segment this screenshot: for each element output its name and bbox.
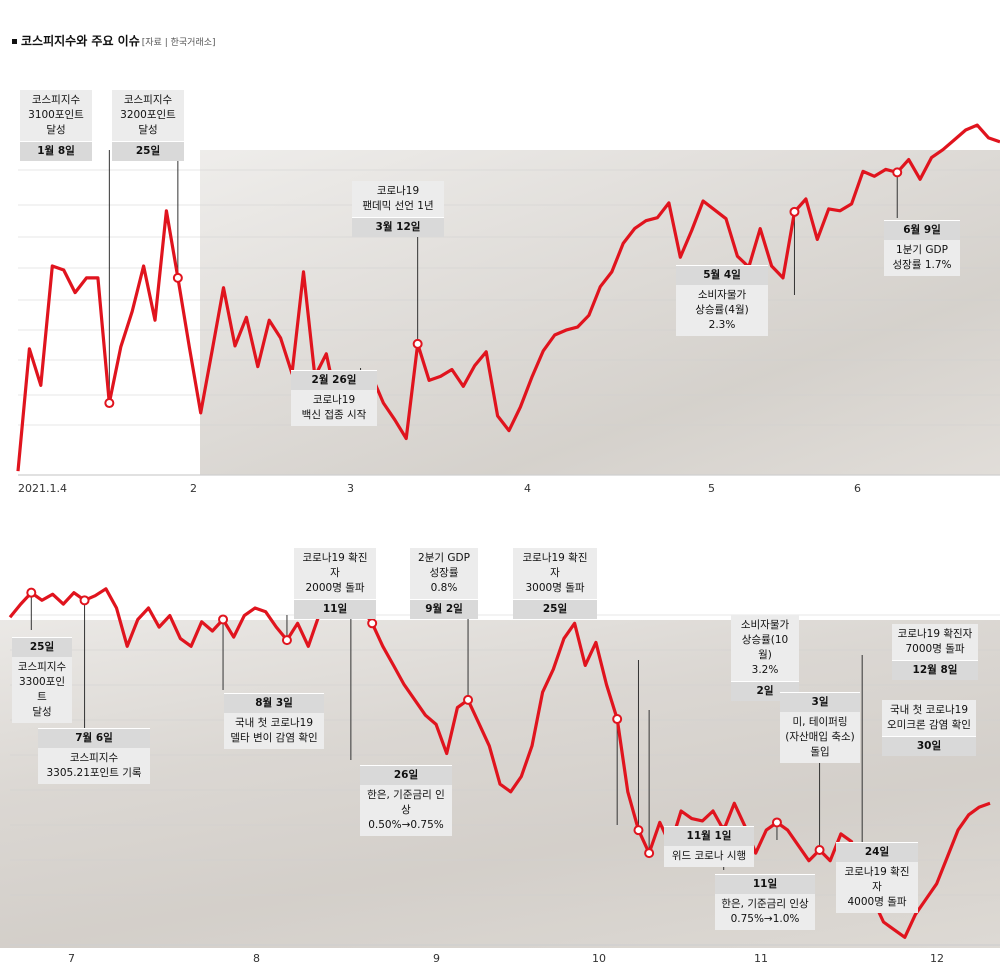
event-marker — [892, 167, 903, 178]
x-tick-label: 4 — [524, 482, 531, 495]
x-tick-label: 3 — [347, 482, 354, 495]
event-marker — [79, 595, 90, 606]
kospi-series-line — [16, 123, 1000, 472]
x-tick-label: 7 — [68, 952, 75, 965]
annotation-label: 2분기 GDP 성장률 0.8% — [410, 548, 478, 599]
event-marker — [172, 272, 183, 283]
annotation-date: 24일 — [836, 842, 918, 862]
annotation-date: 11일 — [294, 599, 376, 619]
x-tick-label: 2021.1.4 — [18, 482, 67, 495]
event-marker — [104, 398, 115, 409]
annotation-vaccine-start: 2월 26일 코로나19 백신 접종 시작 — [291, 370, 377, 426]
annotation-kospi-3300: 25일 코스피지수 3300포인트 달성 — [12, 637, 72, 723]
annotation-label: 코스피지수 3300포인트 달성 — [12, 657, 72, 723]
x-tick-label: 8 — [253, 952, 260, 965]
annotation-cpi-october: 소비자물가 상승률(10월) 3.2% 2일 — [731, 615, 799, 701]
annotation-rate-hike-nov: 11일 한은, 기준금리 인상 0.75%→1.0% — [715, 874, 815, 930]
annotation-label: 소비자물가 상승률(10월) 3.2% — [731, 615, 799, 681]
title-bullet-icon — [12, 39, 17, 44]
event-marker — [771, 817, 782, 828]
annotation-date: 25일 — [12, 637, 72, 657]
annotation-date: 6월 9일 — [884, 220, 960, 240]
annotation-kospi-3100: 코스피지수 3100포인트 달성 1월 8일 — [20, 90, 92, 161]
event-marker — [463, 694, 474, 705]
event-marker — [26, 587, 37, 598]
x-tick-label: 2 — [190, 482, 197, 495]
kospi-series-line — [8, 587, 991, 939]
event-marker — [814, 845, 825, 856]
annotation-cases-2000: 코로나19 확진자 2000명 돌파 11일 — [294, 548, 376, 619]
annotation-label: 한은, 기준금리 인상 0.50%→0.75% — [360, 785, 452, 836]
annotation-with-corona: 11월 1일 위드 코로나 시행 — [664, 826, 754, 867]
annotation-label: 코로나19 백신 접종 시작 — [291, 390, 377, 426]
event-marker — [789, 206, 800, 217]
event-marker — [633, 825, 644, 836]
title-text: 코스피지수와 주요 이슈 — [21, 34, 140, 48]
annotation-date: 3월 12일 — [352, 217, 444, 237]
annotation-delta-variant: 8월 3일 국내 첫 코로나19 델타 변이 감염 확인 — [224, 693, 324, 749]
event-marker — [412, 338, 423, 349]
x-tick-label: 9 — [433, 952, 440, 965]
annotation-date: 3일 — [780, 692, 860, 712]
annotation-date: 9월 2일 — [410, 599, 478, 619]
annotation-label: 코로나19 확진자 7000명 돌파 — [892, 624, 978, 660]
event-marker — [612, 714, 623, 725]
annotation-date: 26일 — [360, 765, 452, 785]
x-tick-label: 10 — [592, 952, 606, 965]
annotation-kospi-3200: 코스피지수 3200포인트 달성 25일 — [112, 90, 184, 161]
annotation-cases-7000: 코로나19 확진자 7000명 돌파 12월 8일 — [892, 624, 978, 680]
annotation-label: 국내 첫 코로나19 오미크론 감염 확인 — [882, 700, 976, 736]
event-marker — [218, 614, 229, 625]
annotation-date: 25일 — [112, 141, 184, 161]
annotation-date: 7월 6일 — [38, 728, 150, 748]
annotation-label: 코스피지수 3100포인트 달성 — [20, 90, 92, 141]
event-marker — [644, 848, 655, 859]
annotation-date: 12월 8일 — [892, 660, 978, 680]
annotation-gdp-q2: 2분기 GDP 성장률 0.8% 9월 2일 — [410, 548, 478, 619]
line-chart-h1 — [16, 123, 1000, 476]
annotation-date: 11일 — [715, 874, 815, 894]
annotation-gdp-q1: 6월 9일 1분기 GDP 성장률 1.7% — [884, 220, 960, 276]
annotation-date: 25일 — [513, 599, 597, 619]
x-tick-label: 12 — [930, 952, 944, 965]
event-marker — [281, 635, 292, 646]
annotation-date: 1월 8일 — [20, 141, 92, 161]
chart-title: 코스피지수와 주요 이슈 [자료 | 한국거래소] — [12, 32, 216, 49]
annotation-date: 5월 4일 — [676, 265, 768, 285]
annotation-date: 2월 26일 — [291, 370, 377, 390]
annotation-label: 코스피지수 3305.21포인트 기록 — [38, 748, 150, 784]
x-tick-label: 11 — [754, 952, 768, 965]
annotation-label: 한은, 기준금리 인상 0.75%→1.0% — [715, 894, 815, 930]
annotation-label: 코로나19 확진자 4000명 돌파 — [836, 862, 918, 913]
annotation-label: 1분기 GDP 성장률 1.7% — [884, 240, 960, 276]
annotation-tapering: 3일 미, 테이퍼링 (자산매입 축소) 돌입 — [780, 692, 860, 763]
event-marker — [367, 618, 378, 629]
annotation-label: 국내 첫 코로나19 델타 변이 감염 확인 — [224, 713, 324, 749]
annotation-pandemic-1y: 코로나19 팬데믹 선언 1년 3월 12일 — [352, 181, 444, 237]
source-note: [자료 | 한국거래소] — [141, 38, 216, 48]
annotation-label: 코로나19 확진자 3000명 돌파 — [513, 548, 597, 599]
annotation-omicron: 국내 첫 코로나19 오미크론 감염 확인 30일 — [882, 700, 976, 756]
annotation-cpi-april: 5월 4일 소비자물가 상승률(4월) 2.3% — [676, 265, 768, 336]
annotation-date: 11월 1일 — [664, 826, 754, 846]
x-tick-label: 6 — [854, 482, 861, 495]
annotation-label: 소비자물가 상승률(4월) 2.3% — [676, 285, 768, 336]
annotation-label: 미, 테이퍼링 (자산매입 축소) 돌입 — [780, 712, 860, 763]
annotation-label: 코스피지수 3200포인트 달성 — [112, 90, 184, 141]
annotation-cases-3000: 코로나19 확진자 3000명 돌파 25일 — [513, 548, 597, 619]
annotation-kospi-record: 7월 6일 코스피지수 3305.21포인트 기록 — [38, 728, 150, 784]
annotation-date: 8월 3일 — [224, 693, 324, 713]
annotation-date: 30일 — [882, 736, 976, 756]
annotation-label: 위드 코로나 시행 — [664, 846, 754, 867]
annotation-label: 코로나19 확진자 2000명 돌파 — [294, 548, 376, 599]
annotation-label: 코로나19 팬데믹 선언 1년 — [352, 181, 444, 217]
annotation-cases-4000: 24일 코로나19 확진자 4000명 돌파 — [836, 842, 918, 913]
x-tick-label: 5 — [708, 482, 715, 495]
annotation-rate-hike-aug: 26일 한은, 기준금리 인상 0.50%→0.75% — [360, 765, 452, 836]
